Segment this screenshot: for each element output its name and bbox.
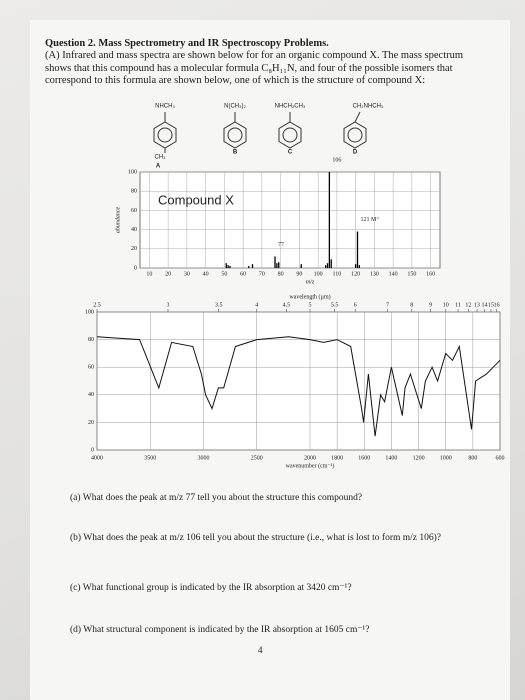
x-tick-label: 20: [165, 271, 171, 277]
substituent: NHCH₂CH₃: [275, 104, 306, 110]
x-tick-label: 150: [407, 271, 416, 277]
top-axis-label: wavelength (µm): [289, 293, 330, 300]
y-tick-label: 20: [131, 246, 137, 252]
substituent: N(CH₃)₂: [224, 104, 246, 110]
top-tick-label: 13: [474, 302, 480, 308]
ring: [343, 121, 367, 149]
top-tick-label: 7: [386, 302, 389, 308]
x-tick-label: 50: [221, 271, 227, 277]
ring-bond: [282, 127, 298, 143]
top-tick-label: 2.5: [93, 302, 101, 308]
ring: [278, 121, 302, 149]
benzene-rings: [153, 111, 367, 153]
top-tick-label: 9: [429, 302, 432, 308]
x-tick-label: 140: [389, 271, 398, 277]
ring: [223, 121, 247, 149]
substituent: NHCH₃: [155, 104, 175, 110]
x-tick-label: 4000: [91, 455, 103, 461]
page-number: 4: [258, 645, 263, 655]
top-tick-label: 14: [481, 302, 487, 308]
top-tick-label: 3: [167, 302, 170, 308]
isomer-label: D: [353, 150, 358, 156]
y-tick-label: 40: [88, 392, 94, 398]
isomer-label: B: [233, 150, 238, 156]
y-tick-label: 20: [88, 420, 94, 426]
top-tick-label: 5.5: [331, 302, 339, 308]
x-tick-label: 3000: [198, 455, 210, 461]
top-tick-label: 3.5: [215, 302, 223, 308]
x-tick-label: 60: [240, 271, 246, 277]
isomer-label: A: [156, 164, 161, 170]
top-tick-label: 8: [410, 302, 413, 308]
ring-bond: [347, 127, 363, 143]
x-tick-label: 800: [468, 455, 477, 461]
y-tick-label: 100: [128, 169, 137, 175]
question: (b) What does the peak at m/z 106 tell y…: [70, 533, 442, 543]
x-tick-label: 3500: [144, 455, 156, 461]
x-tick-label: 40: [203, 271, 209, 277]
y-tick-label: 0: [134, 265, 137, 271]
top-tick-label: 6: [354, 302, 357, 308]
question-title: Question 2. Mass Spectrometry and IR Spe…: [45, 38, 329, 49]
y-tick-label: 80: [88, 337, 94, 343]
x-axis-label: wavenumber (cm⁻¹): [286, 462, 335, 469]
y-tick-label: 80: [131, 189, 137, 195]
top-tick-label: 4: [255, 302, 258, 308]
x-tick-label: 130: [370, 271, 379, 277]
top-tick-label: 5: [309, 302, 312, 308]
x-tick-label: 1800: [331, 455, 343, 461]
plot-frame: [139, 171, 441, 269]
top-tick-label: 11: [455, 302, 461, 308]
top-tick-label: 15: [488, 302, 494, 308]
question: (c) What functional group is indicated b…: [70, 583, 352, 593]
ir-trace: [96, 336, 501, 437]
question: (d) What structural component is indicat…: [70, 625, 370, 635]
peak-annotation: 77: [278, 242, 284, 248]
top-tick-label: 10: [443, 302, 449, 308]
x-tick-label: 120: [351, 271, 360, 277]
x-tick-label: 2500: [251, 455, 263, 461]
isomer-label: C: [288, 150, 293, 156]
y-tick-label: 0: [91, 447, 94, 453]
ring-bond: [157, 127, 173, 143]
substituent: CH₂NHCH₃: [353, 104, 384, 110]
x-tick-label: 90: [296, 271, 302, 277]
x-tick-label: 30: [184, 271, 190, 277]
x-tick-label: 1200: [413, 455, 425, 461]
x-tick-label: 110: [332, 271, 341, 277]
top-tick-label: 4.5: [283, 302, 291, 308]
y-axis-label: abundance: [115, 207, 121, 234]
x-tick-label: 2000: [304, 455, 316, 461]
chart-title: Compound X: [158, 192, 234, 207]
bond: [354, 111, 361, 123]
x-tick-label: 600: [496, 455, 505, 461]
x-axis-label: m/z: [306, 279, 315, 285]
x-tick-label: 160: [426, 271, 435, 277]
peak-annotation: 106: [332, 157, 341, 163]
top-tick-label: 12: [465, 302, 471, 308]
x-tick-label: 1400: [385, 455, 397, 461]
plot-frame: [96, 311, 501, 451]
y-tick-label: 60: [88, 365, 94, 371]
x-tick-label: 1000: [440, 455, 452, 461]
x-tick-label: 100: [314, 271, 323, 277]
y-tick-label: 100: [85, 309, 94, 315]
top-tick-label: 16: [494, 302, 500, 308]
x-tick-label: 70: [259, 271, 265, 277]
x-tick-label: 80: [278, 271, 284, 277]
x-tick-label: 10: [146, 271, 152, 277]
peak-annotation: 121 M⁺: [361, 216, 380, 223]
question: (a) What does the peak at m/z 77 tell yo…: [70, 493, 363, 503]
x-tick-label: 1600: [358, 455, 370, 461]
ring-bond: [227, 127, 243, 143]
y-tick-label: 60: [131, 208, 137, 214]
intro: (A) Infrared and mass spectra are shown …: [45, 50, 464, 86]
substituent: CH₃: [154, 155, 166, 161]
y-tick-label: 40: [131, 227, 137, 233]
